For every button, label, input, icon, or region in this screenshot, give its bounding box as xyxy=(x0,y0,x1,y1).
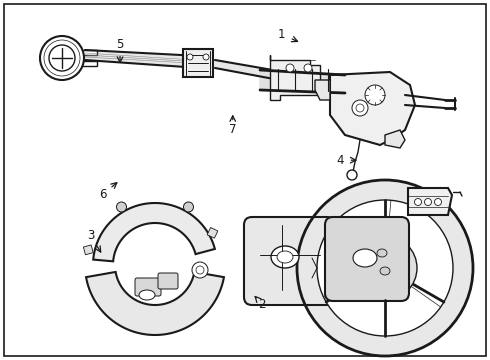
Ellipse shape xyxy=(139,290,155,300)
FancyBboxPatch shape xyxy=(325,217,409,301)
Ellipse shape xyxy=(380,267,390,275)
Ellipse shape xyxy=(271,246,299,268)
Circle shape xyxy=(317,200,453,336)
Circle shape xyxy=(356,104,364,112)
Text: 2: 2 xyxy=(258,298,266,311)
Polygon shape xyxy=(408,188,452,215)
Polygon shape xyxy=(183,49,213,77)
Circle shape xyxy=(49,45,75,71)
Polygon shape xyxy=(270,55,320,100)
Circle shape xyxy=(187,54,193,60)
Circle shape xyxy=(196,266,204,274)
Circle shape xyxy=(365,85,385,105)
Polygon shape xyxy=(315,80,330,100)
Circle shape xyxy=(183,202,194,212)
Polygon shape xyxy=(77,61,97,66)
Circle shape xyxy=(117,202,126,212)
Polygon shape xyxy=(385,130,405,148)
FancyBboxPatch shape xyxy=(244,217,335,305)
Circle shape xyxy=(40,36,84,80)
Polygon shape xyxy=(215,60,290,82)
Ellipse shape xyxy=(353,249,377,267)
FancyBboxPatch shape xyxy=(135,278,161,296)
Polygon shape xyxy=(260,70,345,93)
Text: 4: 4 xyxy=(337,154,344,167)
Text: 3: 3 xyxy=(87,229,95,242)
Text: 7: 7 xyxy=(229,123,237,136)
Polygon shape xyxy=(77,50,97,55)
Ellipse shape xyxy=(277,251,293,263)
Polygon shape xyxy=(85,50,200,68)
Circle shape xyxy=(304,64,312,72)
Text: 1: 1 xyxy=(278,28,286,41)
Circle shape xyxy=(424,198,432,206)
Text: 6: 6 xyxy=(99,188,107,201)
Circle shape xyxy=(203,54,209,60)
Circle shape xyxy=(347,170,357,180)
Circle shape xyxy=(415,198,421,206)
Circle shape xyxy=(352,100,368,116)
Circle shape xyxy=(435,198,441,206)
Wedge shape xyxy=(297,180,473,356)
Polygon shape xyxy=(330,72,415,145)
Ellipse shape xyxy=(377,249,387,257)
Bar xyxy=(83,245,93,255)
FancyBboxPatch shape xyxy=(158,273,178,289)
Text: 5: 5 xyxy=(116,39,124,51)
Bar xyxy=(207,228,218,238)
Polygon shape xyxy=(93,203,215,261)
Circle shape xyxy=(192,262,208,278)
Circle shape xyxy=(353,236,417,300)
Polygon shape xyxy=(86,272,224,335)
Circle shape xyxy=(286,64,294,72)
